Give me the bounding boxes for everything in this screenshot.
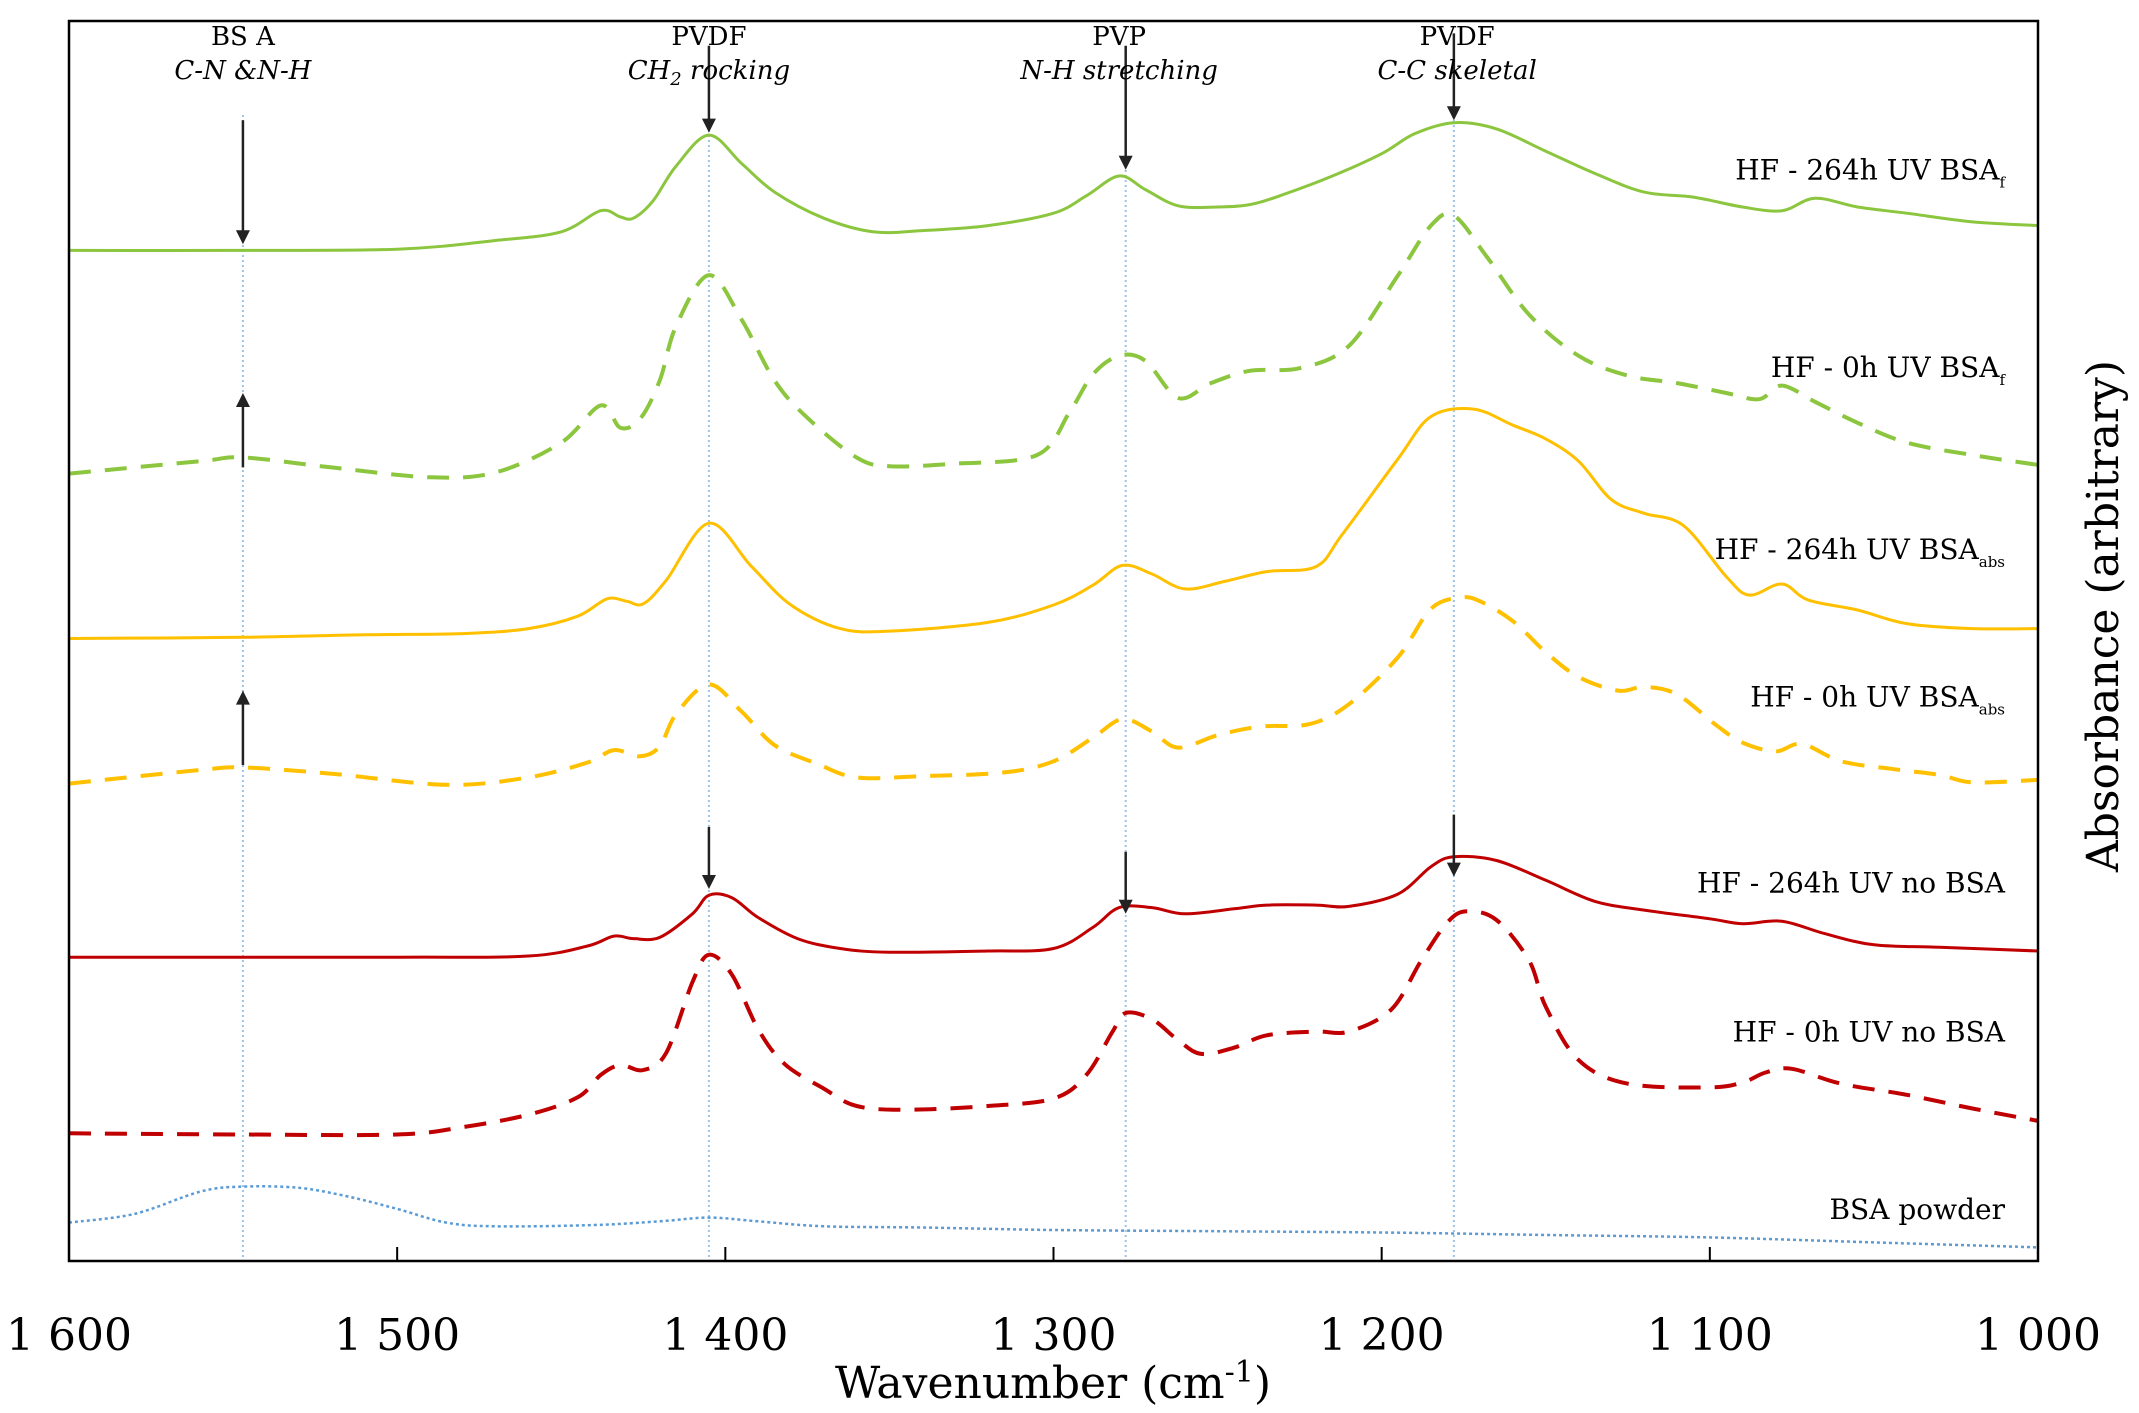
x-axis-title-close: ) (1254, 1358, 1271, 1409)
series-label-3: HF - 0h UV BSAabs (1750, 681, 2005, 719)
peak-arrow-2 (1118, 45, 1133, 170)
peak-arrows (235, 33, 1461, 914)
peak-arrow-6 (701, 827, 716, 889)
x-axis-title: Wavenumber (cm-1) (835, 1355, 1271, 1409)
peak-label-2-0: PVP (1092, 22, 1146, 52)
peak-label-3-0: PVDF (1420, 22, 1495, 52)
x-axis-title-superscript: -1 (1225, 1355, 1254, 1390)
series-label-5: HF - 0h UV no BSA (1733, 1016, 2006, 1049)
y-axis-title: Absorbance (arbitrary) (2078, 360, 2129, 873)
x-tick-label-5: 1 100 (1647, 1310, 1773, 1361)
peak-annotations: BS A C-N &N-H PVDF CH2 rocking PVP N-H stretc… (174, 22, 1536, 90)
series-line-2 (68, 407, 2039, 640)
peak-arrow-4 (235, 393, 250, 468)
x-tick-label-1: 1 500 (334, 1310, 460, 1361)
series-label-2: HF - 264h UV BSAabs (1715, 533, 2005, 571)
series-group (68, 121, 2039, 1249)
series-label-1: HF - 0h UV BSAf (1771, 351, 2007, 389)
series-label-6: BSA powder (1829, 1193, 2005, 1226)
x-tick-label-0: 1 600 (6, 1310, 132, 1361)
x-tick-label-2: 1 400 (662, 1310, 788, 1361)
x-tick-label-6: 1 000 (1975, 1310, 2101, 1361)
series-label-4: HF - 264h UV no BSA (1697, 867, 2006, 900)
peak-label-0-0: BS A (211, 22, 276, 52)
series-line-1 (68, 211, 2039, 480)
peak-arrow-3 (1446, 33, 1461, 121)
series-labels: HF - 264h UV BSAf HF - 0h UV BSAf HF - 264… (1697, 154, 2006, 1226)
x-tick-label-4: 1 200 (1319, 1310, 1445, 1361)
peak-arrow-0 (235, 120, 250, 245)
peak-arrow-8 (1446, 814, 1461, 877)
reference-lines (241, 115, 1455, 1261)
peak-arrow-1 (701, 45, 716, 133)
x-axis: 1 600 1 500 1 400 1 300 1 200 1 100 1 000 (6, 1247, 2101, 1361)
series-label-0: HF - 264h UV BSAf (1735, 154, 2006, 192)
series-line-5 (68, 909, 2039, 1138)
peak-label-1-1: CH2 rocking (628, 56, 790, 90)
series-line-0 (68, 121, 2039, 252)
series-line-4 (68, 854, 2039, 959)
series-line-3 (68, 595, 2039, 787)
peak-label-2-1: N-H stretching (1019, 56, 1218, 86)
peak-arrow-5 (235, 690, 250, 765)
peak-label-1-0: PVDF (671, 22, 746, 52)
peak-arrow-7 (1118, 851, 1133, 914)
peak-label-0-1: C-N &N-H (174, 56, 312, 86)
series-line-6 (68, 1185, 2039, 1249)
peak-label-3-1: C-C skeletal (1377, 56, 1536, 86)
x-tick-label-3: 1 300 (991, 1310, 1117, 1361)
